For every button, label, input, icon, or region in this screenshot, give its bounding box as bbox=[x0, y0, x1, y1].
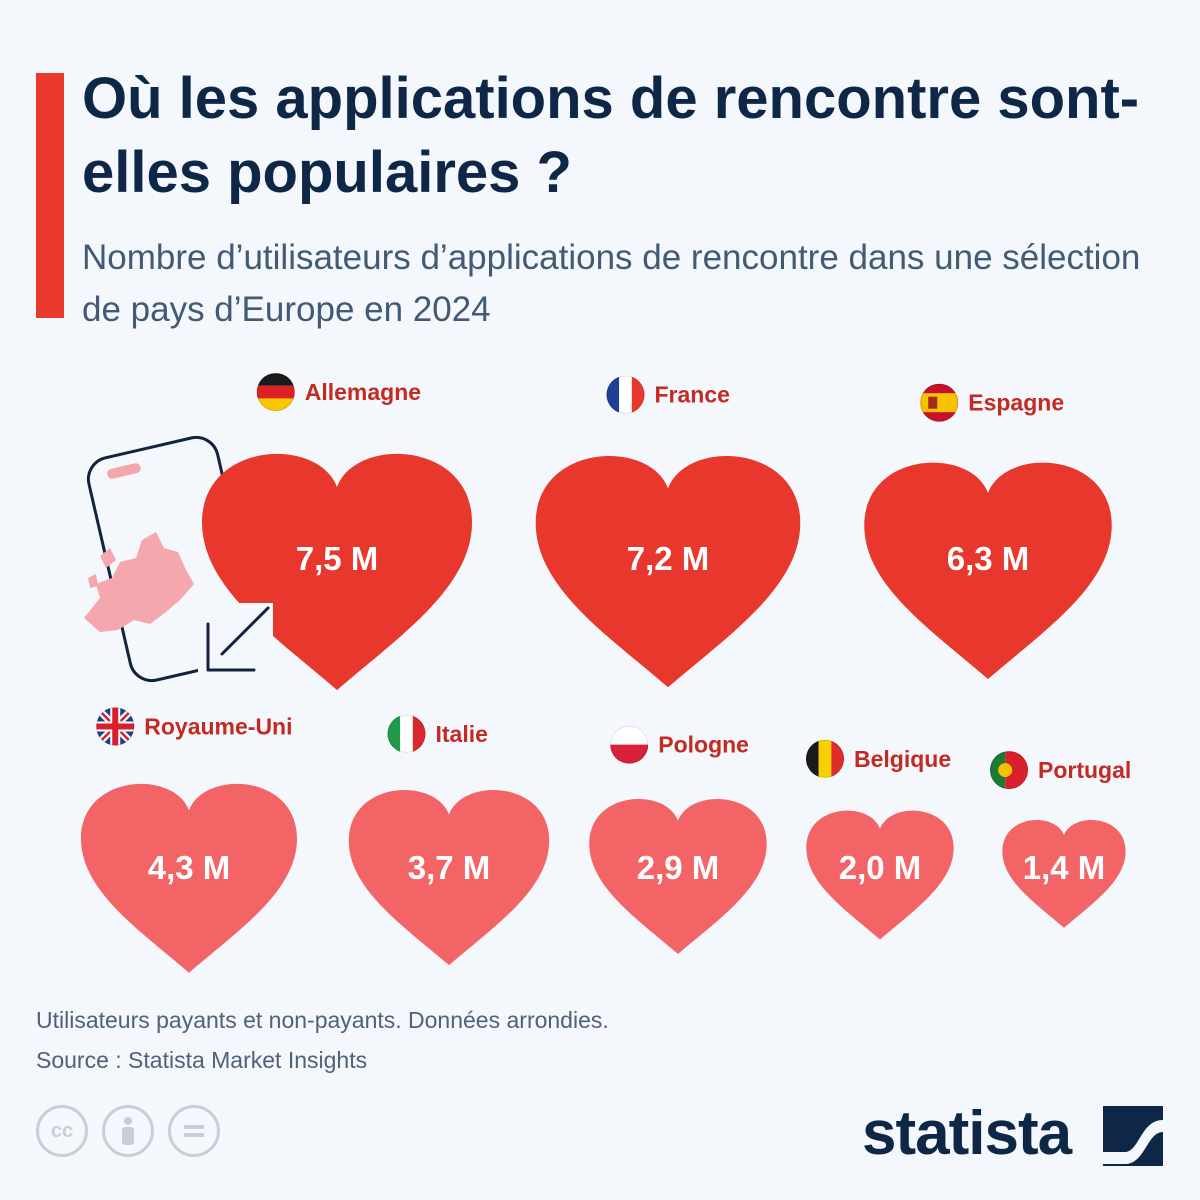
accent-bar bbox=[36, 73, 64, 318]
country-group-4: 3,7 M Italie bbox=[348, 714, 550, 966]
heart-chart: 7,5 M Allemagne 7,2 M France 6,3 M Espagne 4,3… bbox=[81, 373, 1131, 973]
france-flag bbox=[606, 375, 645, 414]
heart-mark bbox=[535, 456, 801, 688]
chart-title: Où les applications de rencontre sont-el… bbox=[82, 66, 1140, 205]
value-label: 4,3 M bbox=[148, 849, 231, 886]
country-label: France bbox=[655, 382, 730, 408]
value-label: 2,9 M bbox=[637, 849, 720, 886]
nd-icon[interactable] bbox=[168, 1105, 220, 1157]
europe-map-icon bbox=[84, 532, 194, 632]
country-label: Portugal bbox=[1038, 757, 1131, 783]
country-group-3: 4,3 M Royaume-Uni bbox=[81, 707, 297, 973]
uk-flag bbox=[96, 707, 135, 746]
europe-map-isles-icon bbox=[88, 548, 116, 588]
value-label: 3,7 M bbox=[408, 849, 491, 886]
statista-logo-icon[interactable] bbox=[1103, 1106, 1163, 1166]
heart-mark bbox=[864, 462, 1112, 680]
portugal-flag bbox=[990, 751, 1028, 790]
country-group-1: 7,2 M France bbox=[535, 375, 801, 688]
value-label: 2,0 M bbox=[839, 849, 922, 886]
heart-mark bbox=[348, 789, 550, 966]
country-group-7: 1,4 M Portugal bbox=[990, 751, 1131, 928]
country-group-2: 6,3 M Espagne bbox=[864, 383, 1112, 680]
value-label: 7,5 M bbox=[296, 540, 379, 577]
footnote-note: Utilisateurs payants et non-payants. Don… bbox=[36, 1007, 609, 1033]
poland-flag bbox=[610, 725, 649, 764]
country-label: Allemagne bbox=[305, 379, 421, 405]
heart-mark bbox=[806, 810, 954, 940]
heart-mark bbox=[589, 798, 767, 955]
cc-icon[interactable]: cc bbox=[36, 1105, 88, 1157]
hearts-layer: 7,5 M Allemagne 7,2 M France 6,3 M Espagne 4,3… bbox=[81, 373, 1131, 973]
statista-logo-text[interactable]: statista bbox=[862, 1099, 1072, 1168]
country-group-5: 2,9 M Pologne bbox=[589, 725, 767, 955]
italy-flag bbox=[387, 714, 426, 753]
country-label: Royaume-Uni bbox=[144, 713, 292, 739]
country-group-6: 2,0 M Belgique bbox=[806, 739, 954, 940]
germany-flag bbox=[256, 373, 295, 412]
footnote-source: Source : Statista Market Insights bbox=[36, 1047, 368, 1073]
value-label: 6,3 M bbox=[947, 540, 1030, 577]
heart-mark bbox=[81, 783, 297, 973]
arrow-icon bbox=[198, 603, 273, 678]
country-label: Pologne bbox=[658, 732, 749, 758]
phone-speaker-icon bbox=[107, 463, 141, 479]
country-label: Belgique bbox=[854, 746, 951, 772]
license-icons: cc bbox=[36, 1105, 220, 1157]
heart-mark bbox=[1002, 820, 1126, 928]
by-icon[interactable] bbox=[102, 1105, 154, 1157]
value-label: 7,2 M bbox=[627, 540, 710, 577]
country-label: Espagne bbox=[968, 390, 1064, 416]
belgium-flag bbox=[806, 739, 844, 778]
chart-subtitle: Nombre d’utilisateurs d’applications de … bbox=[82, 238, 1141, 329]
value-label: 1,4 M bbox=[1023, 849, 1106, 886]
spain-flag bbox=[920, 383, 959, 422]
country-label: Italie bbox=[436, 721, 488, 747]
footnote: Utilisateurs payants et non-payants. Don… bbox=[36, 1000, 609, 1080]
